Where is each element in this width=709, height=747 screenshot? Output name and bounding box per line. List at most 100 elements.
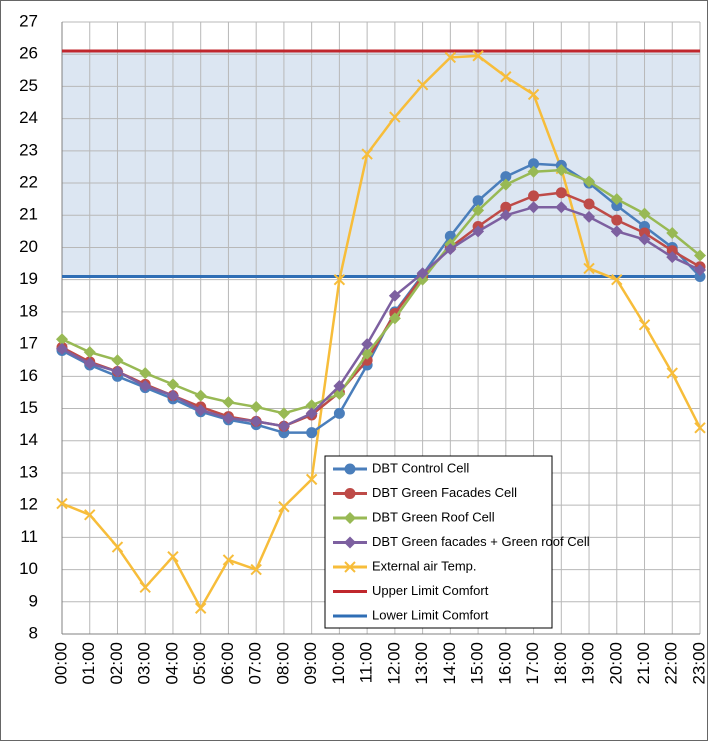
data-point [666,226,679,239]
data-point [56,333,68,346]
data-point [444,51,457,64]
x-tick-label: 20:00 [606,642,625,685]
data-point [388,312,401,325]
legend-marker [344,561,356,573]
legend-label: Upper Limit Comfort [372,583,489,598]
y-tick-label: 13 [19,462,38,481]
y-tick-label: 10 [19,559,38,578]
data-point [583,198,595,210]
x-tick-label: 23:00 [689,642,708,685]
data-point [583,175,596,188]
data-point [250,400,263,413]
data-point [83,357,96,370]
y-tick-label: 17 [19,334,38,353]
legend-label: Lower Limit Comfort [372,607,489,622]
data-point [84,509,96,521]
series-line [61,168,701,415]
data-point [500,71,512,83]
data-point [666,367,678,379]
data-point [222,412,235,425]
data-point [638,233,651,246]
data-point [83,346,96,359]
x-tick-label: 16:00 [495,642,514,685]
x-tick-label: 21:00 [634,642,653,685]
x-tick-label: 03:00 [135,642,154,685]
data-point [361,338,374,351]
y-tick-label: 12 [19,495,38,514]
y-tick-label: 11 [20,527,38,546]
comfort-band [62,50,700,277]
legend-label: DBT Green Roof Cell [372,509,495,524]
data-point [333,379,346,392]
y-tick-label: 16 [19,366,38,385]
data-point [555,164,568,177]
data-point [638,207,651,220]
data-point [222,554,235,566]
data-point [305,407,318,420]
data-point [139,367,152,380]
y-tick-label: 9 [29,591,38,610]
x-tick-label: 06:00 [218,642,237,685]
x-tick-label: 10:00 [329,642,348,685]
y-tick-label: 8 [29,623,38,642]
legend-marker [344,488,356,499]
legend-marker [344,463,356,475]
data-point [528,190,540,202]
legend-label: DBT Control Cell [372,460,469,475]
x-tick-label: 00:00 [51,642,70,685]
y-tick-label: 24 [19,108,38,127]
y-tick-label: 18 [19,301,38,320]
x-tick-label: 12:00 [384,642,403,685]
x-tick-label: 05:00 [190,642,209,685]
data-point [416,267,429,280]
data-point [111,365,124,378]
y-tick-label: 27 [19,11,38,30]
data-point [583,262,595,275]
data-point [527,88,540,101]
legend-label: External air Temp. [372,558,477,573]
data-point [167,550,179,563]
x-tick-label: 14:00 [440,642,459,685]
legend-marker [344,536,356,549]
y-tick-label: 14 [19,430,38,449]
y-tick-label: 26 [19,44,38,63]
data-point [694,422,706,434]
data-point [166,389,179,402]
data-point [666,251,679,264]
y-tick-label: 25 [19,76,38,95]
series-line [61,205,701,428]
data-point [472,195,484,207]
x-tick-label: 11:00 [357,642,376,683]
data-point [638,319,651,331]
y-tick-label: 21 [19,205,38,224]
data-point [555,187,567,199]
y-tick-label: 20 [19,237,38,256]
x-tick-label: 19:00 [579,642,598,685]
data-point [222,396,235,409]
data-point [194,389,207,402]
data-point [333,388,346,401]
data-point [277,407,290,420]
data-point [388,289,401,302]
data-point [499,209,512,222]
data-point [527,165,540,178]
x-tick-label: 17:00 [523,642,542,685]
data-point [610,225,623,238]
data-point [610,193,623,206]
x-tick-label: 07:00 [246,642,265,685]
x-tick-label: 15:00 [468,642,487,685]
x-tick-label: 09:00 [301,642,320,685]
data-point [472,50,484,62]
data-point [333,273,346,286]
data-point [250,563,262,576]
data-point [111,541,124,553]
data-point [278,501,290,513]
data-point [305,399,318,412]
data-point [111,354,124,367]
legend-label: DBT Green facades + Green roof Cell [372,534,590,549]
data-point [194,602,207,614]
data-point [694,264,706,277]
data-point [277,420,290,433]
x-tick-label: 18:00 [551,642,570,685]
legend-marker [344,512,356,524]
